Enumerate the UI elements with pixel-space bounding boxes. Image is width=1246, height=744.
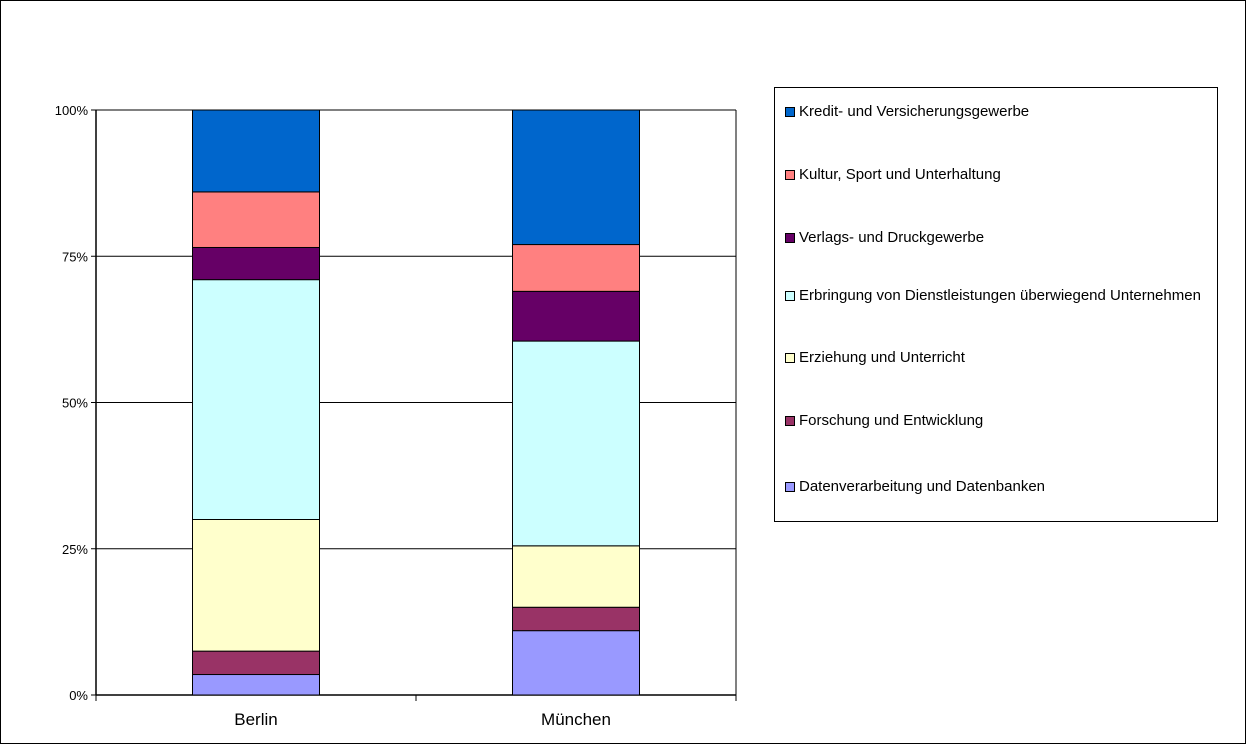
legend-swatch — [785, 233, 795, 243]
legend-label: Forschung und Entwicklung — [799, 412, 984, 429]
legend-label: Kultur, Sport und Unterhaltung — [799, 166, 1001, 183]
x-tick-label: München — [541, 710, 611, 729]
bar-segment-berlin-kultur-sport-und-unterhaltung — [192, 191, 320, 248]
y-tick-label: 75% — [62, 249, 88, 264]
legend-label: Erziehung und Unterricht — [799, 349, 965, 366]
bar-segment-berlin-kredit-und-versicherungsgewerbe — [192, 109, 320, 193]
legend-swatch — [785, 107, 795, 117]
bar-segment-mnchen-erziehung-und-unterricht — [512, 545, 640, 608]
bar-segment-berlin-forschung-und-entwicklung — [192, 650, 320, 676]
bar-segment-mnchen-verlags-und-druckgewerbe — [512, 290, 640, 342]
bar-segment-berlin-verlags-und-druckgewerbe — [192, 246, 320, 281]
bar-segment-mnchen-erbringung-von-dienstleistungen-berwiegend-unternehmen — [512, 340, 640, 547]
legend-swatch — [785, 291, 795, 301]
legend-item: Verlags- und Druckgewerbe — [785, 227, 1213, 248]
y-tick-label: 50% — [62, 396, 88, 411]
y-tick-label: 100% — [55, 103, 89, 118]
bar-segment-mnchen-forschung-und-entwicklung — [512, 606, 640, 632]
x-tick-label: Berlin — [234, 710, 277, 729]
y-tick-label: 0% — [69, 688, 88, 703]
bar-segment-mnchen-kredit-und-versicherungsgewerbe — [512, 109, 640, 246]
bar-segment-berlin-erziehung-und-unterricht — [192, 519, 320, 652]
y-tick-label: 25% — [62, 542, 88, 557]
bar-segment-mnchen-kultur-sport-und-unterhaltung — [512, 244, 640, 292]
legend-label: Verlags- und Druckgewerbe — [799, 229, 985, 246]
legend-item: Datenverarbeitung und Datenbanken — [785, 476, 1213, 497]
legend-label: Erbringung von Dienstleistungen überwieg… — [799, 287, 1201, 304]
legend-swatch — [785, 353, 795, 363]
bar-segment-mnchen-datenverarbeitung-und-datenbanken — [512, 630, 640, 696]
legend-item: Erbringung von Dienstleistungen überwieg… — [785, 285, 1213, 306]
legend: Kredit- und Versicherungsgewerbe Kultur, … — [774, 87, 1218, 522]
legend-label: Datenverarbeitung und Datenbanken — [799, 478, 1046, 495]
legend-item: Kredit- und Versicherungsgewerbe — [785, 101, 1213, 122]
bar-segment-berlin-erbringung-von-dienstleistungen-berwiegend-unternehmen — [192, 279, 320, 520]
legend-label: Kredit- und Versicherungsgewerbe — [799, 103, 1030, 120]
legend-item: Kultur, Sport und Unterhaltung — [785, 164, 1213, 185]
legend-swatch — [785, 170, 795, 180]
legend-swatch — [785, 416, 795, 426]
bar-segment-berlin-datenverarbeitung-und-datenbanken — [192, 674, 320, 696]
legend-item: Forschung und Entwicklung — [785, 410, 1213, 431]
legend-item: Erziehung und Unterricht — [785, 347, 1213, 368]
legend-swatch — [785, 482, 795, 492]
